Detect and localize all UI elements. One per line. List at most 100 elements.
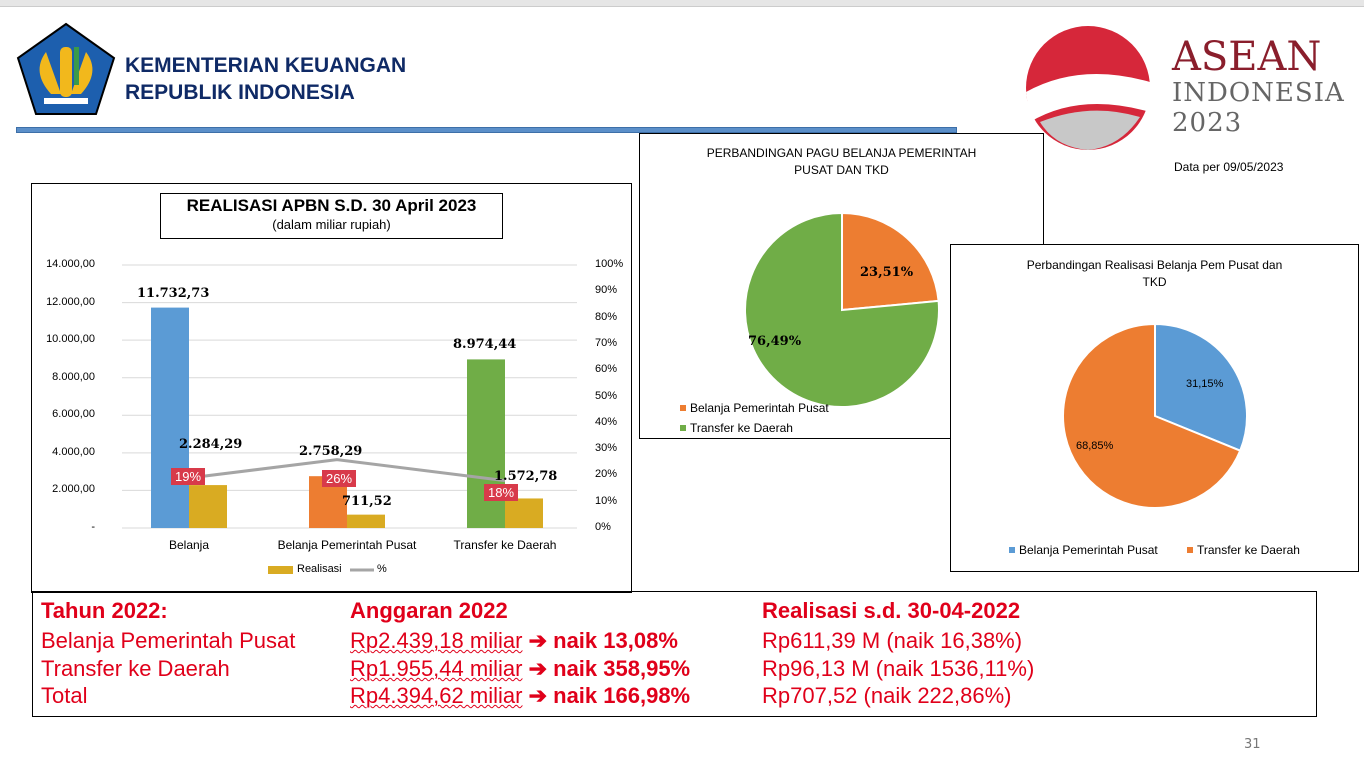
apbn-bar-chart: REALISASI APBN S.D. 30 April 2023 (dalam…	[31, 183, 632, 593]
data-label-pagu: 11.732,73	[137, 285, 210, 301]
bar-plot	[122, 264, 577, 574]
y2-tick-label: 10%	[595, 494, 618, 507]
budget-value: Rp2.439,18 miliar	[350, 628, 523, 653]
legend-label-realisasi: Realisasi	[297, 563, 342, 575]
chart-title: REALISASI APBN S.D. 30 April 2023	[186, 196, 477, 215]
y2-tick-label: 0%	[595, 521, 611, 533]
table-heading-year: Tahun 2022:	[41, 598, 168, 623]
row-budget: Rp2.439,18 miliar ➔ naik 13,08%	[350, 628, 678, 654]
row-label: Transfer ke Daerah	[41, 656, 230, 681]
asean-line-2: INDONESIA	[1172, 78, 1345, 108]
y2-tick-label: 60%	[595, 363, 618, 376]
pie2-title-line2: TKD	[1142, 275, 1167, 289]
row-budget: Rp1.955,44 miliar ➔ naik 358,95%	[350, 656, 690, 682]
legend-swatch	[680, 425, 686, 431]
pie-value-label: 68,85%	[1076, 440, 1114, 452]
row-realization: Rp707,52 (naik 222,86%)	[762, 683, 1012, 708]
pie1-plot	[680, 211, 940, 431]
page-number: 31	[1244, 737, 1261, 752]
y2-tick-label: 80%	[595, 310, 618, 323]
pie-slice	[744, 211, 940, 408]
bar-pagu	[151, 307, 189, 528]
table-heading-budget: Anggaran 2022	[350, 598, 508, 623]
percent-label: 26%	[322, 470, 357, 487]
bar-realisasi	[505, 498, 543, 528]
chart-title-box: REALISASI APBN S.D. 30 April 2023 (dalam…	[160, 193, 503, 239]
row-realization: Rp611,39 M (naik 16,38%)	[762, 628, 1023, 653]
legend-label-percent: %	[377, 563, 387, 575]
legend-label: Belanja Pemerintah Pusat	[690, 401, 829, 415]
y2-tick-label: 20%	[595, 468, 618, 481]
table-heading-realization: Realisasi s.d. 30-04-2022	[762, 598, 1021, 623]
arrow-icon: ➔	[528, 683, 547, 708]
bar-pagu	[467, 359, 505, 528]
budget-value: Rp1.955,44 miliar	[350, 656, 523, 681]
percent-label: 18%	[484, 484, 519, 501]
y2-tick-label: 90%	[595, 284, 618, 297]
y-tick-label: -	[91, 521, 95, 533]
row-label: Belanja Pemerintah Pusat	[41, 628, 296, 653]
pie2-title-line1: Perbandingan Realisasi Belanja Pem Pusat…	[1026, 258, 1283, 272]
y2-tick-label: 100%	[595, 258, 624, 270]
org-line-2: REPUBLIK INDONESIA	[125, 81, 355, 104]
legend-label: Belanja Pemerintah Pusat	[1019, 543, 1158, 557]
row-budget: Rp4.394,62 miliar ➔ naik 166,98%	[350, 683, 690, 709]
pie-slice	[1062, 322, 1242, 509]
y2-tick-label: 30%	[595, 442, 618, 455]
y2-tick-label: 70%	[595, 336, 618, 349]
legend-label: Transfer ke Daerah	[690, 421, 793, 435]
bar-realisasi	[189, 485, 227, 528]
y-tick-label: 8.000,00	[52, 370, 95, 383]
y2-tick-label: 40%	[595, 415, 618, 428]
pie-value-label: 76,49%	[748, 334, 802, 349]
arrow-icon: ➔	[528, 656, 547, 681]
growth-value: naik 166,98%	[553, 683, 691, 708]
data-label-pagu: 8.974,44	[453, 337, 517, 353]
legend-swatch-realisasi	[268, 566, 293, 574]
growth-value: naik 358,95%	[553, 656, 691, 681]
row-label: Total	[41, 683, 88, 708]
header-divider	[16, 127, 957, 133]
pie1-title-line2: PUSAT DAN TKD	[794, 163, 889, 177]
data-label-realisasi: 1.572,78	[494, 469, 558, 485]
asean-logo-text: ASEAN INDONESIA 2023	[1172, 36, 1345, 138]
chart-subtitle: (dalam miliar rupiah)	[272, 217, 391, 232]
y-tick-label: 10.000,00	[46, 333, 95, 346]
budget-value: Rp4.394,62 miliar	[350, 683, 523, 708]
top-bar	[0, 0, 1364, 7]
row-realization: Rp96,13 M (naik 1536,11%)	[762, 656, 1035, 681]
y-tick-label: 12.000,00	[46, 295, 95, 308]
asean-emblem	[1026, 26, 1150, 150]
data-label-pagu: 2.758,29	[299, 444, 363, 460]
asean-line-3: 2023	[1172, 108, 1243, 138]
percent-line	[188, 458, 506, 483]
y-tick-label: 4.000,00	[52, 445, 95, 458]
data-date: Data per 09/05/2023	[1174, 160, 1284, 174]
kemenkeu-logo	[16, 22, 116, 115]
category-label: Belanja	[168, 538, 210, 552]
y-tick-label: 6.000,00	[52, 408, 95, 421]
pie2-plot	[1009, 322, 1248, 553]
pie-value-label: 31,15%	[1186, 378, 1224, 390]
legend-swatch	[680, 405, 686, 411]
pie1-title-line1: PERBANDINGAN PAGU BELANJA PEMERINTAH	[706, 146, 977, 160]
pie-slice	[1154, 322, 1248, 452]
organization-name: KEMENTERIAN KEUANGAN REPUBLIK INDONESIA	[125, 52, 406, 106]
y2-tick-label: 50%	[595, 389, 618, 402]
category-label: Belanja Pemerintah Pusat	[277, 538, 417, 552]
bar-realisasi	[347, 514, 385, 528]
category-label: Transfer ke Daerah	[453, 538, 557, 552]
percent-label: 19%	[171, 468, 206, 485]
data-label-realisasi: 711,52	[342, 493, 392, 509]
y-tick-label: 14.000,00	[46, 258, 95, 270]
org-line-1: KEMENTERIAN KEUANGAN	[125, 54, 407, 77]
data-label-realisasi: 2.284,29	[179, 437, 243, 453]
asean-line-1: ASEAN	[1172, 34, 1322, 80]
legend-swatch	[1009, 547, 1015, 553]
legend-label: Transfer ke Daerah	[1197, 543, 1300, 557]
y-tick-label: 2.000,00	[52, 483, 95, 496]
growth-value: naik 13,08%	[553, 628, 678, 653]
arrow-icon: ➔	[528, 628, 547, 653]
pie-slice	[841, 211, 940, 312]
comparison-2022-table: Tahun 2022: Anggaran 2022 Realisasi s.d.…	[32, 591, 1317, 717]
